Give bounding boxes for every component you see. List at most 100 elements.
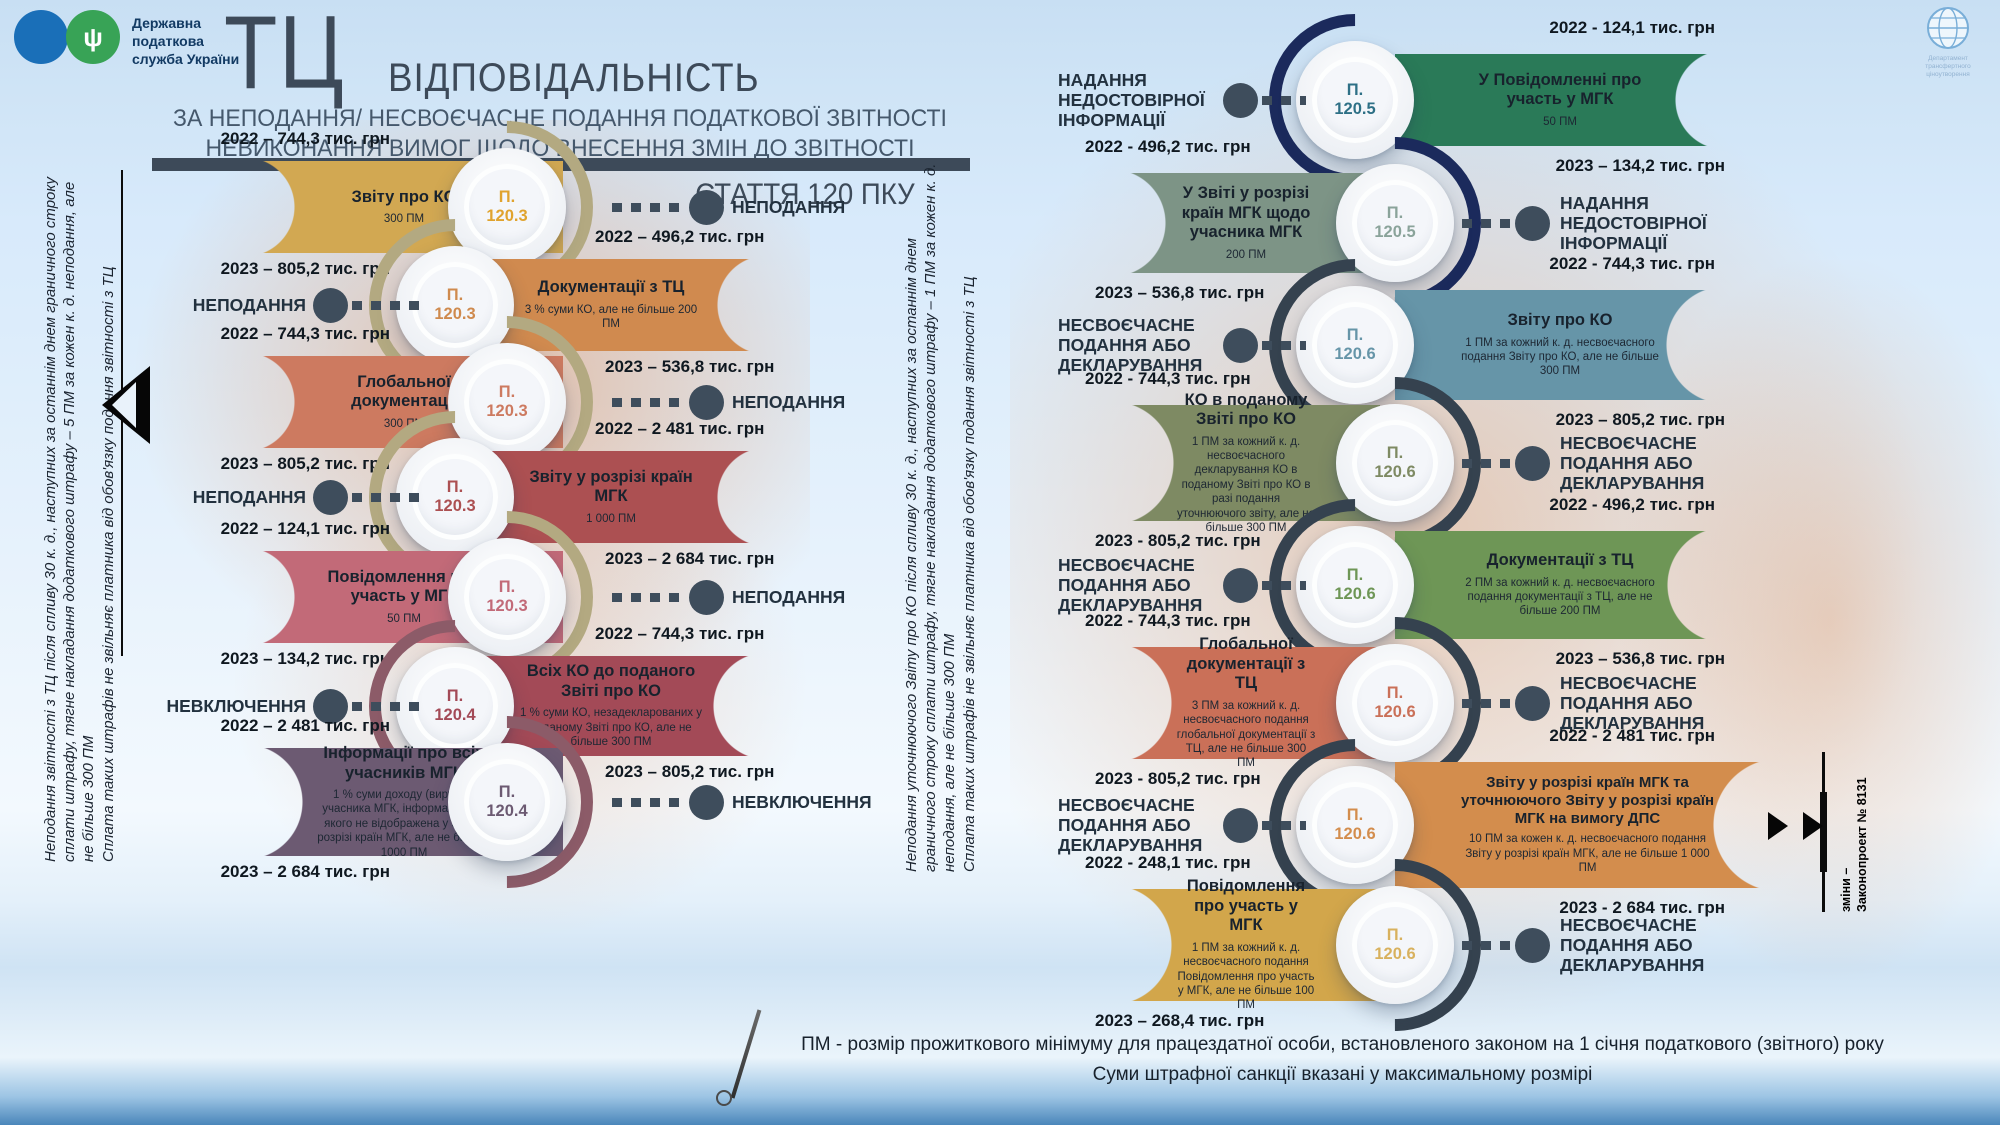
penalty-ribbon: Повідомлення про участь у МГК 1 ПМ за кож…: [1112, 877, 1380, 1011]
penalty-detail: 1 ПМ за кожний к. д. несвоєчасного декла…: [1176, 435, 1316, 534]
dotted-connector: [1262, 96, 1306, 105]
middle-footnote-p1: Неподання уточнюючого Звіту про КО після…: [903, 163, 958, 872]
paragraph-badge: П. 120.6: [1352, 902, 1438, 988]
paragraph-badge-text: П. 120.3: [486, 578, 528, 615]
penalty-detail: 1 000 ПМ: [586, 512, 636, 525]
violation-label: НЕСВОЄЧАСНЕ ПОДАННЯ АБО ДЕКЛАРУВАННЯ: [1058, 794, 1203, 856]
paragraph-badge-text: П. 120.3: [434, 286, 476, 323]
connector-dot: [1223, 568, 1258, 603]
dotted-connector: [612, 798, 684, 807]
amount-2023: 2023 – 134,2 тис. грн: [1555, 156, 1725, 175]
penalty-title: Документації з ТЦ: [537, 278, 685, 297]
penalty-detail: 1 ПМ за кожний к. д. несвоєчасного подан…: [1177, 941, 1315, 1012]
amount-2023: 2023 – 536,8 тис. грн: [605, 357, 775, 376]
violation-label: НЕСВОЄЧАСНЕ ПОДАННЯ АБО ДЕКЛАРУВАННЯ: [1560, 672, 1705, 734]
left-arrow-inner: [112, 382, 136, 428]
violation-label: НЕПОДАННЯ: [732, 196, 846, 217]
amount-2023: 2023 - 805,2 тис. грн: [1095, 769, 1261, 788]
article-heading: СТАТТЯ 120 ПКУ: [695, 178, 915, 211]
penalty-title: У Звіті у розрізі країн МГК щодо учасник…: [1181, 184, 1311, 242]
left-footnote-p2: Сплата таких штрафів не звільняє платник…: [100, 266, 118, 862]
penalty-detail: 50 ПМ: [1543, 115, 1577, 128]
connector-dot: [313, 288, 348, 323]
amount-2023: 2023 – 805,2 тис. грн: [1555, 410, 1725, 429]
amount-2022: 2022 - 496,2 тис. грн: [1085, 137, 1251, 156]
middle-footnote-p2: Сплата таких штрафів не звільняє платник…: [961, 276, 979, 872]
violation-label: НЕСВОЄЧАСНЕ ПОДАННЯ АБО ДЕКЛАРУВАННЯ: [1560, 432, 1705, 494]
dotted-connector: [352, 493, 424, 502]
connector-dot: [1515, 446, 1550, 481]
dotted-connector: [612, 593, 684, 602]
footer-note: ПМ - розмір прожиткового мінімуму для пр…: [700, 1030, 1985, 1091]
paragraph-badge: П. 120.6: [1312, 782, 1398, 868]
amount-2023: 2023 - 805,2 тис. грн: [1095, 531, 1261, 550]
amount-2023: 2023 – 268,4 тис. грн: [1095, 1011, 1265, 1030]
penalty-detail: 1 % суми доходу (виручки) учасника МГК, …: [317, 789, 491, 859]
amount-2023: 2023 – 2 684 тис. грн: [605, 549, 775, 568]
amount-2022: 2022 - 744,3 тис. грн: [1085, 369, 1251, 388]
amount-2023: 2023 – 805,2 тис. грн: [220, 259, 390, 278]
paragraph-badge-text: П. 120.6: [1334, 806, 1376, 843]
violation-label: НЕПОДАННЯ: [732, 391, 846, 412]
penalty-title: Глобальної документації з ТЦ: [1186, 635, 1306, 693]
paragraph-badge: П. 120.6: [1312, 542, 1398, 628]
paragraph-badge: П. 120.3: [464, 554, 550, 640]
penalty-title: Інформації про всіх учасників МГК: [323, 744, 485, 782]
amount-2022: 2022 – 744,3 тис. грн: [595, 624, 765, 643]
amount-2022: 2022 - 124,1 тис. грн: [1549, 18, 1715, 37]
penalty-detail: 50 ПМ: [387, 612, 421, 625]
trident-icon: ψ: [66, 10, 120, 64]
subtitle-line2: НЕВИКОНАННЯ ВИМОГ ЩОДО ВНЕСЕННЯ ЗМІН ДО …: [205, 135, 915, 162]
penalty-ribbon: Інформації про всіх учасників МГК 1 % сум…: [245, 744, 563, 859]
connector-dot: [689, 785, 724, 820]
penalty-ribbon: У Повідомленні про участь у МГК 50 ПМ: [1395, 54, 1725, 146]
amount-2022: 2022 - 744,3 тис. грн: [1549, 254, 1715, 273]
connector-dot: [689, 580, 724, 615]
penalty-detail: 10 ПМ за кожен к. д. несвоєчасного подан…: [1465, 833, 1710, 875]
footer-line2: Суми штрафної санкції вказані у максимал…: [1092, 1064, 1593, 1086]
tax-service-logo-blue-circle: [14, 10, 68, 64]
department-logo: Департамент трансфертного ціноутворення: [1918, 6, 1978, 78]
globe-icon: [1927, 7, 1969, 49]
penalty-ribbon: У Звіті у розрізі країн МГК щодо учасник…: [1112, 173, 1380, 273]
paragraph-badge-text: П. 120.5: [1334, 81, 1376, 118]
amount-2022: 2022 – 744,3 тис. грн: [220, 129, 390, 148]
paragraph-badge: П. 120.6: [1352, 660, 1438, 746]
amount-2023: 2023 – 805,2 тис. грн: [220, 454, 390, 473]
amount-2022: 2022 – 744,3 тис. грн: [220, 324, 390, 343]
tc-monogram: ТЦ: [224, 0, 346, 111]
penalty-detail: 200 ПМ: [1225, 248, 1267, 261]
penalty-detail: 1 ПМ за кожний к. д. несвоєчасного подан…: [1461, 336, 1659, 378]
penalty-title: Всіх КО до поданого Звіті про КО: [526, 662, 696, 700]
amount-2023: 2023 – 2 684 тис. грн: [220, 862, 390, 881]
dotted-connector: [1462, 941, 1510, 950]
violation-label: НАДАННЯ НЕДОСТОВІРНОЇ ІНФОРМАЦІЇ: [1560, 192, 1707, 254]
paragraph-badge-text: П. 120.6: [1374, 926, 1416, 963]
penalty-title: Повідомлення про участь у МГК: [1186, 877, 1306, 935]
right-arrow-icon: [1803, 812, 1823, 840]
paragraph-badge-text: П. 120.6: [1334, 326, 1376, 363]
law-draft-note-rotated: зміни – Законопроект № 8131: [1839, 777, 1870, 912]
amount-2022: 2022 – 496,2 тис. грн: [595, 227, 765, 246]
connector-dot: [313, 689, 348, 724]
connector-dot: [689, 190, 724, 225]
paragraph-badge: П. 120.4: [464, 759, 550, 845]
connector-dot: [689, 385, 724, 420]
paragraph-badge-text: П. 120.3: [434, 478, 476, 515]
penalty-detail: 3 ПМ за кожний к. д. несвоєчасного подан…: [1176, 699, 1316, 770]
dotted-connector: [612, 398, 684, 407]
paragraph-badge: П. 120.5: [1352, 180, 1438, 266]
amount-2022: 2022 – 124,1 тис. грн: [220, 519, 390, 538]
dotted-connector: [1462, 699, 1510, 708]
paragraph-badge: П. 120.3: [464, 164, 550, 250]
violation-label: НЕСВОЄЧАСНЕ ПОДАННЯ АБО ДЕКЛАРУВАННЯ: [1560, 914, 1705, 976]
penalty-detail: 300 ПМ: [383, 213, 425, 226]
amount-2022: 2022 - 248,1 тис. грн: [1085, 853, 1251, 872]
paragraph-badge-text: П. 120.4: [434, 687, 476, 724]
penalty-detail: 3 % суми КО, але не більше 200 ПМ: [524, 303, 698, 331]
penalty-title: КО в поданому Звіті про КО: [1184, 390, 1308, 429]
middle-footnote-rotated: Неподання уточнюючого Звіту про КО після…: [903, 160, 982, 872]
subtitle-line1: ЗА НЕПОДАННЯ/ НЕСВОЄЧАСНЕ ПОДАННЯ ПОДАТК…: [173, 105, 947, 132]
connector-dot: [1515, 206, 1550, 241]
penalty-ribbon: Документації з ТЦ 2 ПМ за кожний к. д. не…: [1395, 531, 1725, 639]
